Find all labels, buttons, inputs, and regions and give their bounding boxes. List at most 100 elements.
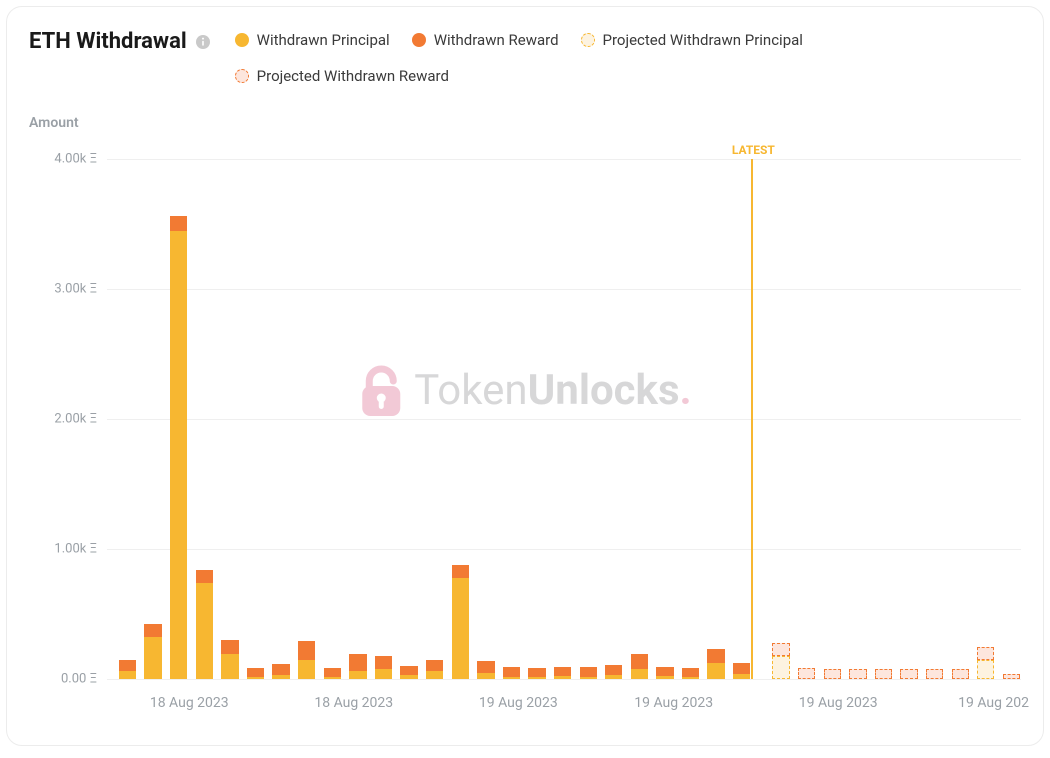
title-wrap: ETH Withdrawal bbox=[29, 29, 211, 54]
bar-seg-reward bbox=[631, 654, 648, 668]
bar[interactable] bbox=[1003, 159, 1020, 679]
legend-item[interactable]: Withdrawn Principal bbox=[235, 31, 390, 49]
bar[interactable] bbox=[119, 159, 136, 679]
bar[interactable] bbox=[926, 159, 943, 679]
xtick-label: 19 Aug 202 bbox=[958, 695, 1029, 711]
bar[interactable] bbox=[272, 159, 289, 679]
bar-seg-reward bbox=[221, 640, 238, 654]
bar-seg-proj-reward bbox=[900, 669, 917, 679]
bar-seg-proj-principal bbox=[977, 660, 994, 680]
bar-seg-principal bbox=[452, 578, 469, 679]
bar[interactable] bbox=[349, 159, 366, 679]
legend-item[interactable]: Projected Withdrawn Principal bbox=[581, 31, 803, 49]
bar-seg-reward bbox=[196, 570, 213, 583]
bar[interactable] bbox=[375, 159, 392, 679]
bar[interactable] bbox=[682, 159, 699, 679]
legend-label: Projected Withdrawn Reward bbox=[257, 67, 449, 85]
bar-seg-principal bbox=[375, 669, 392, 679]
bar[interactable] bbox=[772, 159, 789, 679]
bar-seg-principal bbox=[554, 676, 571, 679]
bar[interactable] bbox=[849, 159, 866, 679]
bar-seg-principal bbox=[707, 663, 724, 679]
bar-seg-reward bbox=[324, 668, 341, 677]
bar-seg-principal bbox=[324, 677, 341, 679]
bar[interactable] bbox=[977, 159, 994, 679]
chart-title: ETH Withdrawal bbox=[29, 29, 187, 54]
xtick-label: 18 Aug 2023 bbox=[150, 695, 229, 711]
ytick-label: 4.00k Ξ bbox=[54, 152, 107, 167]
legend-label: Withdrawn Principal bbox=[257, 31, 390, 49]
bar-seg-principal bbox=[631, 669, 648, 679]
legend-item[interactable]: Projected Withdrawn Reward bbox=[235, 67, 449, 85]
bar-seg-principal bbox=[272, 675, 289, 679]
xtick-label: 19 Aug 2023 bbox=[479, 695, 558, 711]
bar[interactable] bbox=[656, 159, 673, 679]
bar-seg-proj-reward bbox=[798, 668, 815, 679]
ytick-label: 1.00k Ξ bbox=[54, 542, 107, 557]
bar-seg-principal bbox=[400, 675, 417, 679]
bar-seg-reward bbox=[733, 663, 750, 673]
bar-seg-principal bbox=[170, 231, 187, 680]
bar[interactable] bbox=[452, 159, 469, 679]
bar-seg-reward bbox=[375, 656, 392, 669]
xtick-label: 18 Aug 2023 bbox=[314, 695, 393, 711]
bar[interactable] bbox=[580, 159, 597, 679]
bar-seg-principal bbox=[733, 674, 750, 679]
bar[interactable] bbox=[707, 159, 724, 679]
bar-seg-reward bbox=[503, 667, 520, 677]
bars-layer bbox=[107, 159, 1021, 679]
chart-card: ETH Withdrawal Withdrawn PrincipalWithdr… bbox=[6, 6, 1044, 746]
bar[interactable] bbox=[196, 159, 213, 679]
xtick-label: 19 Aug 2023 bbox=[634, 695, 713, 711]
ytick-label: 3.00k Ξ bbox=[54, 282, 107, 297]
bar[interactable] bbox=[503, 159, 520, 679]
bar[interactable] bbox=[900, 159, 917, 679]
bar[interactable] bbox=[477, 159, 494, 679]
legend: Withdrawn Principal Withdrawn Reward Proje… bbox=[235, 29, 955, 85]
bar-seg-reward bbox=[707, 649, 724, 663]
bar[interactable] bbox=[324, 159, 341, 679]
bar[interactable] bbox=[426, 159, 443, 679]
bar-seg-reward bbox=[426, 660, 443, 672]
bar-seg-reward bbox=[247, 668, 264, 677]
bar-seg-reward bbox=[528, 668, 545, 677]
bar[interactable] bbox=[221, 159, 238, 679]
x-axis-ticks: 18 Aug 2023 18 Aug 2023 19 Aug 2023 19 Aug … bbox=[107, 695, 1021, 715]
bar-seg-proj-reward bbox=[926, 669, 943, 679]
bar[interactable] bbox=[170, 159, 187, 679]
bar[interactable] bbox=[824, 159, 841, 679]
gridline bbox=[107, 679, 1021, 680]
bar-seg-principal bbox=[119, 671, 136, 679]
bar-seg-reward bbox=[656, 667, 673, 676]
bar[interactable] bbox=[605, 159, 622, 679]
bar[interactable] bbox=[798, 159, 815, 679]
bar[interactable] bbox=[733, 159, 750, 679]
legend-label: Withdrawn Reward bbox=[434, 31, 559, 49]
bar[interactable] bbox=[528, 159, 545, 679]
bar-seg-proj-reward bbox=[849, 669, 866, 679]
bar-seg-principal bbox=[144, 637, 161, 679]
bar-seg-reward bbox=[452, 565, 469, 578]
bar[interactable] bbox=[144, 159, 161, 679]
bar-seg-proj-principal bbox=[772, 656, 789, 679]
bar[interactable] bbox=[400, 159, 417, 679]
bar[interactable] bbox=[631, 159, 648, 679]
legend-swatch bbox=[412, 33, 426, 47]
bar[interactable] bbox=[298, 159, 315, 679]
chart-header: ETH Withdrawal Withdrawn PrincipalWithdr… bbox=[7, 7, 1043, 85]
bar-seg-reward bbox=[144, 624, 161, 638]
bar-seg-reward bbox=[349, 654, 366, 672]
bar-seg-principal bbox=[605, 675, 622, 679]
bar-seg-reward bbox=[605, 665, 622, 675]
yaxis-label: Amount bbox=[29, 115, 79, 131]
bar[interactable] bbox=[952, 159, 969, 679]
info-icon[interactable] bbox=[195, 34, 211, 50]
legend-label: Projected Withdrawn Principal bbox=[603, 31, 803, 49]
legend-item[interactable]: Withdrawn Reward bbox=[412, 31, 559, 49]
bar[interactable] bbox=[247, 159, 264, 679]
bar-seg-principal bbox=[298, 660, 315, 680]
bar-seg-reward bbox=[272, 664, 289, 675]
bar[interactable] bbox=[875, 159, 892, 679]
bar[interactable] bbox=[554, 159, 571, 679]
ytick-label: 2.00k Ξ bbox=[54, 412, 107, 427]
